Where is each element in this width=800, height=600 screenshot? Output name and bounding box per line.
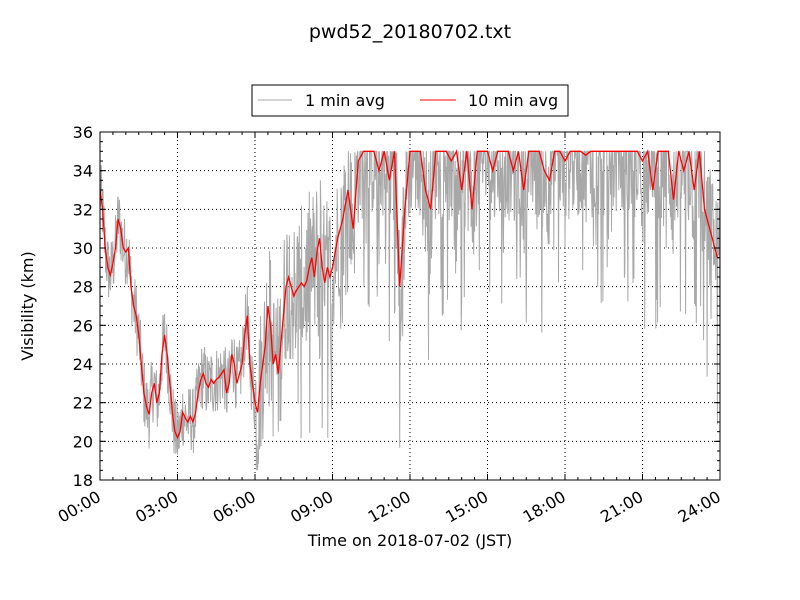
y-tick-label: 28: [73, 278, 93, 297]
chart-title: pwd52_20180702.txt: [309, 21, 511, 43]
legend-label-10min: 10 min avg: [468, 91, 558, 110]
x-tick-label: 24:00: [675, 487, 724, 527]
y-tick-label: 22: [73, 394, 93, 413]
y-tick-label: 34: [73, 162, 93, 181]
x-tick-label: 12:00: [365, 487, 414, 527]
x-tick-label: 00:00: [55, 487, 104, 527]
x-tick-label: 18:00: [520, 487, 569, 527]
x-tick-label: 21:00: [597, 487, 646, 527]
y-tick-label: 18: [73, 471, 93, 490]
x-tick-label: 09:00: [287, 487, 336, 527]
x-tick-label: 03:00: [132, 487, 181, 527]
x-tick-label: 15:00: [442, 487, 491, 527]
y-tick-label: 24: [73, 355, 93, 374]
y-tick-label: 30: [73, 239, 93, 258]
y-tick-label: 26: [73, 316, 93, 335]
y-tick-label: 36: [73, 123, 93, 142]
legend-label-1min: 1 min avg: [305, 91, 385, 110]
y-tick-label: 20: [73, 432, 93, 451]
series-10min-avg-line: [99, 149, 720, 440]
series-layer: [99, 149, 721, 471]
x-tick-label: 06:00: [210, 487, 259, 527]
x-axis-label: Time on 2018-07-02 (JST): [307, 531, 512, 550]
y-tick-label: 32: [73, 200, 93, 219]
legend: 1 min avg 10 min avg: [251, 84, 569, 117]
legend-box: [251, 84, 569, 117]
y-axis-label: Visibility (km): [18, 251, 37, 360]
